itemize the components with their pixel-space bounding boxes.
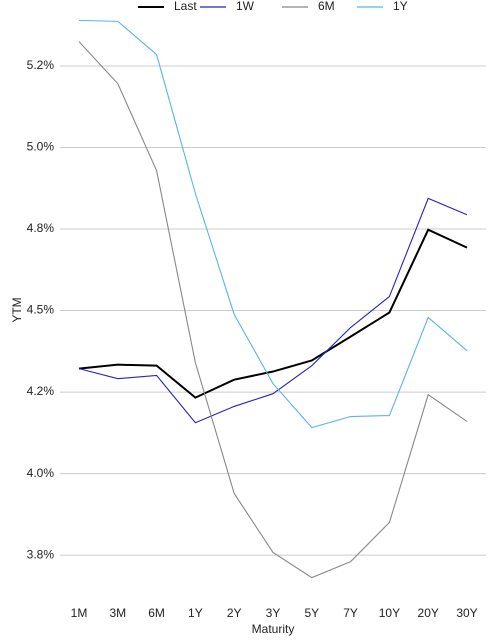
y-tick-label: 4.8% [27, 221, 55, 235]
x-tick-label: 3M [109, 606, 126, 620]
y-tick-label: 5.0% [27, 140, 55, 154]
x-axis-title: Maturity [252, 622, 295, 636]
x-tick-label: 5Y [304, 606, 319, 620]
x-tick-label: 1M [71, 606, 88, 620]
x-tick-label: 20Y [418, 606, 439, 620]
series-line [78, 19, 468, 429]
x-tick-label: 1Y [188, 606, 203, 620]
legend-label: Last [174, 0, 197, 13]
y-tick-label: 3.8% [27, 547, 55, 561]
x-tick-label: 6M [148, 606, 165, 620]
y-axis-title: YTM [10, 297, 24, 322]
y-tick-label: 4.0% [27, 466, 55, 480]
series-line [78, 197, 468, 424]
legend-label: 6M [318, 0, 335, 13]
y-tick-label: 4.2% [27, 384, 55, 398]
x-tick-label: 30Y [456, 606, 477, 620]
y-tick-label: 5.2% [27, 58, 55, 72]
x-tick-label: 10Y [379, 606, 400, 620]
series-line [78, 41, 468, 579]
x-tick-label: 7Y [343, 606, 358, 620]
legend-label: 1W [236, 0, 255, 13]
x-tick-label: 3Y [266, 606, 281, 620]
series-line [78, 228, 468, 399]
legend-label: 1Y [393, 0, 408, 13]
y-tick-label: 4.5% [27, 303, 55, 317]
x-tick-label: 2Y [227, 606, 242, 620]
